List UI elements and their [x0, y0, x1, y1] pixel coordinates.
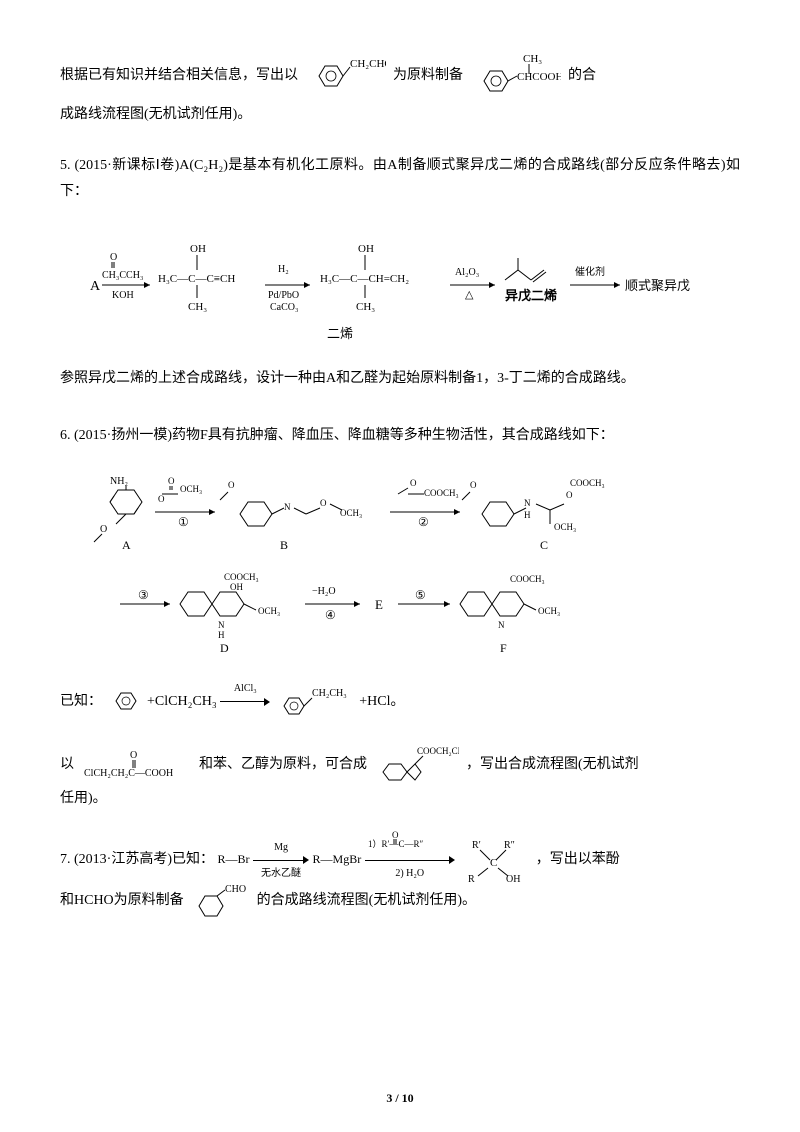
svg-text:CH₃: CH₃	[356, 301, 375, 313]
svg-text:D: D	[220, 641, 229, 655]
svg-text:CaCO₃: CaCO₃	[270, 302, 299, 313]
svg-text:OH: OH	[190, 243, 206, 255]
svg-text:COOCH₃: COOCH₃	[224, 572, 259, 582]
benzene-icon	[110, 688, 140, 715]
svg-text:②: ②	[418, 515, 429, 529]
svg-text:O: O	[566, 490, 573, 500]
svg-text:B: B	[280, 538, 288, 552]
q6-scheme: NH₂ O A O OCH₃ O ① O N O OCH₃ B O COOCH₃	[60, 474, 740, 674]
q4-text-c: 的合	[568, 68, 596, 83]
svg-text:Al₂O₃: Al₂O₃	[455, 267, 479, 278]
svg-text:③: ③	[138, 588, 149, 602]
svg-text:N: N	[498, 620, 505, 630]
svg-text:N: N	[284, 502, 291, 512]
svg-text:N: N	[524, 498, 531, 508]
svg-text:O: O	[320, 498, 327, 508]
svg-text:O: O	[410, 478, 417, 488]
svg-text:A: A	[122, 538, 131, 552]
svg-text:CH₂CH₃: CH₂CH₃	[312, 688, 347, 699]
svg-text:O: O	[100, 524, 107, 535]
q5-sublabel: 二烯	[0, 322, 740, 347]
svg-text:①: ①	[178, 515, 189, 529]
q4-text-b: 为原料制备	[393, 68, 463, 83]
svg-text:F: F	[500, 641, 507, 655]
svg-text:CH₃CCH₃: CH₃CCH₃	[102, 270, 143, 281]
q6-known: 已知： +ClCH₂CH₃ AlCl₃ CH₂CH₃ +HCl。	[60, 684, 740, 720]
svg-text:OH: OH	[506, 874, 520, 882]
svg-text:OCH₃: OCH₃	[258, 606, 280, 616]
svg-text:CHO: CHO	[225, 884, 246, 895]
benzyl-chcooh: CH₃ CHCOOH	[471, 50, 561, 102]
svg-text:OCH₃: OCH₃	[554, 522, 576, 532]
benzyl-ch2cho: CH₂CHO	[306, 55, 386, 97]
svg-text:CHCOOH: CHCOOH	[517, 71, 561, 83]
q5-head: 5. (2015·新课标Ⅰ卷)A(C₂H₂)是基本有机化工原料。由A制备顺式聚异…	[60, 153, 740, 206]
svg-text:E: E	[375, 597, 383, 612]
svg-text:CH₃: CH₃	[523, 53, 542, 65]
svg-text:OCH₃: OCH₃	[180, 484, 202, 494]
q6-task: 以 O ClCH₂CH₂C—COOH 和苯、乙醇为原料，可合成 COOCH₂CH…	[60, 744, 740, 813]
svg-text:R′: R′	[472, 840, 481, 851]
svg-text:H₃C—C—CH=CH₂: H₃C—C—CH=CH₂	[320, 273, 409, 285]
tert-alcohol: R′ R″ C R OH	[462, 838, 528, 882]
svg-text:异戊二烯: 异戊二烯	[505, 288, 557, 303]
svg-text:NH₂: NH₂	[110, 476, 128, 487]
svg-text:COOCH₃: COOCH₃	[510, 574, 545, 584]
svg-text:④: ④	[325, 608, 336, 622]
svg-text:CH₂CHO: CH₂CHO	[350, 58, 386, 70]
svg-text:R″: R″	[504, 840, 515, 851]
rbr: R—Br	[218, 852, 250, 866]
cyclohexyl-cho: CHO	[191, 882, 249, 920]
svg-text:ClCH₂CH₂C—COOH: ClCH₂CH₂C—COOH	[84, 768, 173, 779]
svg-text:O: O	[158, 494, 165, 504]
svg-text:KOH: KOH	[112, 290, 134, 301]
q5-scheme: A O CH₃CCH₃ KOH OH H₃C—C—C≡CH CH₃ H₂ Pd/…	[60, 230, 740, 347]
svg-text:催化剂: 催化剂	[575, 265, 605, 278]
chloro-ketoacid: O ClCH₂CH₂C—COOH	[82, 748, 192, 782]
svg-text:⑤: ⑤	[415, 588, 426, 602]
svg-text:C: C	[540, 538, 548, 552]
svg-text:OH: OH	[230, 582, 243, 592]
svg-text:COOCH₂CH₃: COOCH₂CH₃	[417, 746, 459, 756]
svg-text:O: O	[130, 750, 137, 761]
svg-text:H: H	[524, 510, 531, 520]
q4-line2: 成路线流程图(无机试剂任用)。	[60, 107, 251, 122]
q4-block: 根据已有知识并结合相关信息，写出以 CH₂CHO 为原料制备 CH₃ CHCOO…	[60, 50, 740, 129]
svg-text:H: H	[218, 630, 225, 640]
svg-text:顺式聚异戊: 顺式聚异戊	[625, 278, 690, 293]
svg-text:OCH₃: OCH₃	[538, 606, 560, 616]
svg-text:CH₃: CH₃	[188, 301, 207, 313]
svg-text:H₃C—C—C≡CH: H₃C—C—C≡CH	[158, 273, 235, 285]
svg-text:O: O	[110, 252, 117, 263]
svg-text:N: N	[218, 620, 225, 630]
svg-text:COOCH₃: COOCH₃	[424, 488, 459, 498]
svg-text:C: C	[490, 857, 497, 869]
svg-text:R: R	[468, 874, 475, 882]
q6-head: 6. (2015·扬州一模)药物F具有抗肿瘤、降血压、降血糖等多种生物活性，其合…	[60, 423, 740, 450]
svg-text:H₂: H₂	[278, 264, 289, 275]
svg-text:1）R′—C—R″: 1）R′—C—R″	[368, 839, 423, 848]
svg-text:A: A	[90, 279, 101, 294]
svg-text:OCH₃: OCH₃	[340, 508, 362, 518]
svg-text:−H₂O: −H₂O	[312, 586, 336, 597]
svg-text:COOCH₃: COOCH₃	[570, 478, 605, 488]
svg-text:Pd/PbO: Pd/PbO	[268, 290, 299, 301]
indene-ester: COOCH₂CH₃	[375, 744, 459, 786]
q7-block: 7. (2013·江苏高考)已知： R—Br Mg 无水乙醚 R—MgBr O …	[60, 838, 740, 920]
rmgbr: R—MgBr	[313, 852, 362, 866]
q5-tail: 参照异戊二烯的上述合成路线，设计一种由A和乙醛为起始原料制备1，3-丁二烯的合成…	[60, 366, 740, 393]
q4-text-a: 根据已有知识并结合相关信息，写出以	[60, 68, 298, 83]
svg-text:O: O	[228, 480, 235, 490]
page-footer: 3 / 10	[0, 1087, 800, 1110]
svg-text:△: △	[465, 289, 474, 301]
svg-text:OH: OH	[358, 243, 374, 255]
svg-text:O: O	[168, 476, 175, 486]
ethylbenzene: CH₂CH₃	[278, 684, 352, 720]
svg-text:O: O	[470, 480, 477, 490]
